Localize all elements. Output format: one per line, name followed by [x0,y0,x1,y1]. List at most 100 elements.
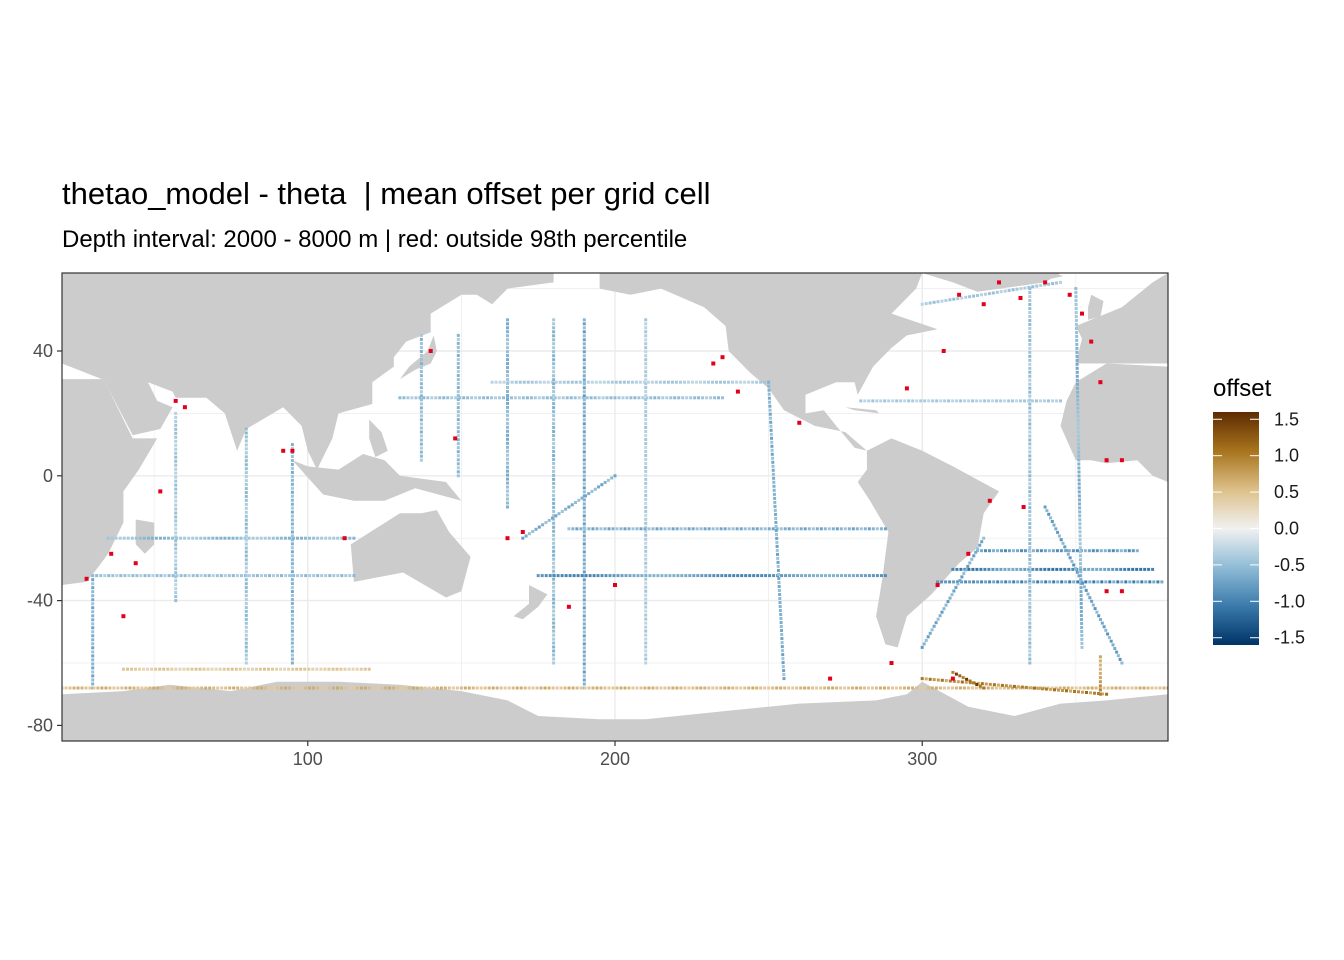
grid-cell [244,502,248,506]
grid-cell [244,590,248,594]
grid-cell [644,585,648,589]
grid-cell [174,447,178,451]
grid-cell [661,396,665,400]
grid-cell [1097,614,1101,618]
grid-cell [108,686,112,690]
grid-cell [633,396,637,400]
grid-cell [506,396,509,400]
grid-cell [244,598,248,601]
grid-cell [348,686,351,690]
grid-cell [644,645,648,649]
grid-cell [774,512,777,516]
grid-cell [290,554,294,558]
grid-cell [582,570,586,574]
grid-cell [290,546,294,550]
grid-cell [1024,580,1028,584]
grid-cell [644,593,648,597]
grid-cell [1028,326,1032,330]
grid-cell [1111,549,1115,553]
grid-cell [1087,567,1091,571]
grid-cell [883,399,887,403]
grid-cell [312,574,316,578]
grid-cell [776,556,780,560]
grid-cell [1032,580,1036,584]
grid-cell [662,380,666,384]
grid-cell [1077,490,1081,494]
grid-cell [998,686,1002,690]
grid-cell [831,527,835,531]
grid-cell [1011,567,1015,571]
grid-cell [879,527,883,531]
grid-cell [871,399,875,403]
grid-cell [1099,567,1103,571]
grid-cell [1076,426,1080,430]
grid-cell [1028,621,1032,625]
grid-cell [715,380,718,384]
grid-cell [103,574,107,578]
grid-cell [1146,686,1150,690]
grid-cell [648,574,652,578]
chart-title: thetao_model - theta | mean offset per g… [62,176,711,211]
grid-cell [288,686,292,690]
grid-cell [251,574,255,578]
track-pac-lat-17S [567,527,887,531]
grid-cell [755,380,759,384]
grid-cell [775,540,779,544]
grid-cell [978,686,982,690]
grid-cell [174,535,178,539]
grid-cell [799,527,803,531]
outlier-cell [290,448,295,453]
grid-cell [104,686,108,690]
grid-cell [593,487,597,491]
grid-cell [1113,647,1117,650]
grid-cell [552,434,556,437]
grid-cell [447,686,451,690]
grid-cell [644,549,648,553]
grid-cell [456,358,460,361]
land-madagascar [135,519,155,554]
grid-cell [1110,686,1114,690]
grid-cell [1074,303,1078,306]
grid-cell [561,396,565,400]
grid-cell [924,638,928,642]
grid-cell [707,527,711,531]
grid-cell [975,399,979,403]
grid-cell [1028,410,1032,414]
grid-cell [883,574,887,578]
grid-cell [644,505,648,509]
grid-cell [807,686,811,690]
grid-cell [1077,450,1081,454]
grid-cell [582,398,586,402]
grid-cell [1076,434,1080,438]
grid-cell [1028,633,1032,637]
track-atl-diag-sw [920,536,986,649]
grid-cell [911,686,914,690]
grid-cell [142,536,146,540]
grid-cell [943,399,947,403]
grid-cell [988,549,991,553]
land-cuba [845,407,880,414]
grid-cell [767,384,771,388]
grid-cell [1015,287,1019,291]
grid-cell [771,527,775,531]
grid-cell [91,602,95,606]
grid-cell [552,497,556,501]
grid-cell [242,667,246,671]
grid-cell [626,380,630,384]
grid-cell [582,390,586,394]
grid-cell [1098,663,1102,667]
grid-cell [899,686,902,690]
grid-cell [644,334,648,338]
grid-cell [1028,315,1032,318]
grid-cell [1064,580,1068,584]
grid-cell [956,580,960,584]
grid-cell [328,686,331,690]
grid-cell [1062,686,1066,690]
grid-cell [585,396,589,400]
grid-cell [1079,558,1082,562]
grid-cell [582,462,586,466]
grid-cell [777,585,781,588]
grid-cell [600,574,604,578]
grid-cell [1028,605,1032,609]
grid-cell [944,299,948,302]
